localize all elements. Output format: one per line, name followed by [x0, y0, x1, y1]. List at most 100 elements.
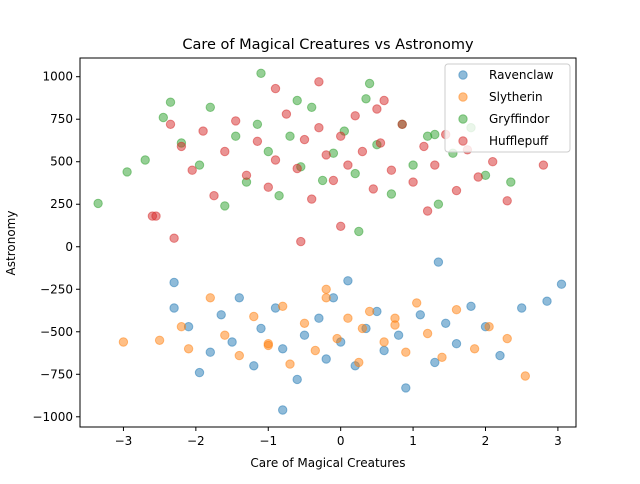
data-point-hufflepuff [165, 119, 176, 130]
legend-entry-slytherin: Slytherin [458, 90, 543, 104]
x-axis: −3 −2 −1 0 1 2 3 [115, 427, 562, 448]
data-point-hufflepuff [270, 83, 281, 94]
data-point-slytherin [469, 344, 480, 354]
data-point-gryffindor [205, 102, 216, 113]
data-point-hufflepuff [451, 185, 462, 196]
data-point-ravenclaw [401, 383, 411, 393]
data-point-hufflepuff [328, 175, 339, 186]
data-point-slytherin [451, 305, 462, 315]
data-point-ravenclaw [256, 323, 266, 334]
data-point-slytherin [390, 313, 400, 323]
x-tick-label: 1 [409, 434, 417, 448]
data-point-slytherin [343, 313, 353, 323]
data-point-hufflepuff [231, 116, 241, 126]
data-point-ravenclaw [451, 339, 462, 349]
data-point-gryffindor [354, 226, 364, 237]
data-point-hufflepuff [314, 123, 324, 133]
y-tick-label: 1000 [42, 70, 73, 84]
data-point-ravenclaw [542, 296, 552, 306]
data-point-slytherin [176, 322, 187, 332]
data-point-gryffindor [317, 175, 328, 186]
data-point-hufflepuff [209, 191, 219, 201]
data-point-gryffindor [350, 168, 360, 179]
x-tick-label: −3 [115, 434, 133, 448]
data-point-slytherin [321, 293, 331, 303]
data-point-hufflepuff [314, 77, 324, 87]
data-point-hufflepuff [176, 141, 187, 152]
data-point-hufflepuff [336, 131, 346, 141]
data-point-ravenclaw [249, 361, 259, 371]
data-point-slytherin [285, 359, 295, 369]
data-point-slytherin [299, 318, 310, 328]
data-point-gryffindor [220, 201, 230, 211]
data-point-hufflepuff [263, 182, 273, 192]
data-point-slytherin [422, 328, 433, 339]
legend: Ravenclaw Slytherin Gryffindor Hufflepuf… [444, 63, 571, 153]
data-point-hufflepuff [372, 104, 382, 114]
data-point-hufflepuff [386, 165, 397, 175]
data-point-gryffindor [256, 68, 266, 79]
data-point-hufflepuff [198, 126, 208, 136]
data-point-ravenclaw [216, 310, 226, 320]
data-point-slytherin [154, 335, 165, 345]
data-point-gryffindor [430, 129, 440, 140]
data-point-slytherin [332, 333, 342, 344]
legend-marker-ravenclaw [458, 70, 468, 80]
data-point-slytherin [310, 345, 320, 356]
data-point-ravenclaw [415, 310, 425, 320]
data-point-ravenclaw [441, 318, 451, 328]
data-point-ravenclaw [556, 279, 567, 289]
data-point-ravenclaw [379, 345, 389, 356]
data-point-gryffindor [285, 131, 295, 141]
data-point-hufflepuff [488, 157, 498, 167]
data-point-ravenclaw [321, 354, 331, 364]
y-axis-label: Astronomy [4, 211, 18, 276]
chart-title: Care of Magical Creatures vs Astronomy [182, 37, 474, 53]
legend-label-hufflepuff: Hufflepuff [489, 134, 549, 148]
data-point-slytherin [379, 337, 389, 347]
data-point-slytherin [321, 284, 331, 294]
data-point-gryffindor [122, 167, 132, 177]
legend-label-slytherin: Slytherin [489, 90, 543, 104]
data-point-gryffindor [165, 97, 176, 107]
legend-entry-hufflepuff: Hufflepuff [458, 134, 549, 148]
legend-entry-gryffindor: Gryffindor [458, 112, 550, 126]
data-point-hufflepuff [292, 163, 302, 174]
data-point-slytherin [357, 323, 368, 334]
data-point-ravenclaw [169, 277, 179, 288]
data-point-hufflepuff [252, 136, 263, 147]
data-point-ravenclaw [194, 367, 205, 378]
data-point-hufflepuff [241, 170, 252, 181]
data-point-gryffindor [263, 146, 273, 157]
data-point-slytherin [520, 371, 530, 381]
data-point-hufflepuff [538, 160, 549, 170]
legend-marker-hufflepuff [458, 136, 468, 146]
data-point-gryffindor [433, 199, 444, 209]
data-point-hufflepuff [307, 194, 317, 204]
y-tick-label: −250 [40, 282, 73, 296]
data-point-ravenclaw [314, 313, 324, 323]
x-tick-label: 0 [337, 434, 345, 448]
legend-marker-gryffindor [458, 114, 468, 124]
data-point-gryffindor [292, 95, 302, 106]
data-point-hufflepuff [408, 177, 418, 187]
data-point-slytherin [278, 301, 288, 311]
data-point-ravenclaw [517, 303, 527, 313]
y-tick-label: −750 [40, 367, 73, 381]
data-point-gryffindor [274, 191, 284, 201]
data-point-gryffindor [140, 155, 150, 165]
data-point-slytherin [484, 322, 494, 332]
data-point-ravenclaw [227, 337, 237, 347]
legend-label-ravenclaw: Ravenclaw [489, 68, 554, 82]
data-point-gryffindor [386, 189, 397, 199]
data-point-gryffindor [506, 177, 516, 187]
data-point-gryffindor [252, 119, 263, 130]
data-point-hufflepuff [502, 196, 512, 206]
data-point-ravenclaw [292, 374, 302, 385]
data-point-hufflepuff [397, 119, 407, 130]
data-point-hufflepuff [419, 141, 429, 152]
data-point-slytherin [354, 357, 364, 368]
y-tick-label: 750 [50, 112, 73, 126]
y-tick-label: −1000 [32, 410, 73, 424]
